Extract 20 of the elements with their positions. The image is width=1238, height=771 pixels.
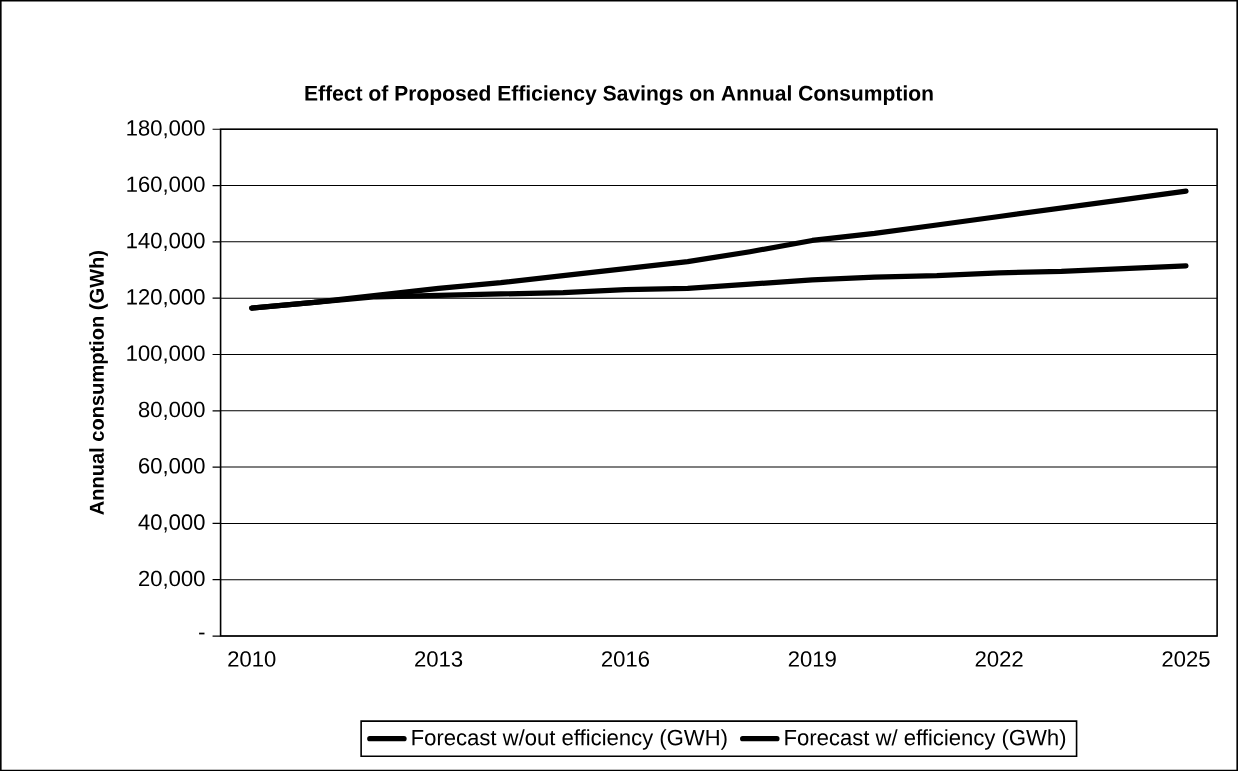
- x-tick-label: 2013: [415, 651, 463, 667]
- y-tick-label: 100,000: [127, 345, 205, 364]
- x-tick-label: 2010: [228, 651, 276, 667]
- y-tick-label: 20,000: [139, 570, 205, 589]
- x-tick-label: 2022: [975, 651, 1023, 667]
- y-tick-label: 80,000: [138, 401, 205, 420]
- y-tick-label: 180,000: [127, 119, 205, 139]
- y-tick-label: 160,000: [127, 176, 205, 195]
- y-tick-label: 120,000: [127, 288, 205, 308]
- y-tick-label: -: [199, 632, 205, 635]
- x-tick-label: 2019: [788, 651, 836, 667]
- legend-label: Forecast w/ efficiency (GWh): [785, 729, 1066, 750]
- y-tick-label: 140,000: [127, 232, 205, 251]
- y-tick-label: 60,000: [139, 457, 205, 477]
- x-tick-label: 2025: [1162, 651, 1210, 667]
- x-tick-label: 2016: [601, 651, 649, 667]
- y-axis-title: Annual consumption (GWh): [89, 250, 108, 515]
- chart-title: Effect of Proposed Efficiency Savings on Annual Consumption: [305, 85, 933, 105]
- y-tick-label: 40,000: [138, 514, 205, 533]
- legend-label: Forecast w/out efficiency (GWH): [412, 729, 727, 750]
